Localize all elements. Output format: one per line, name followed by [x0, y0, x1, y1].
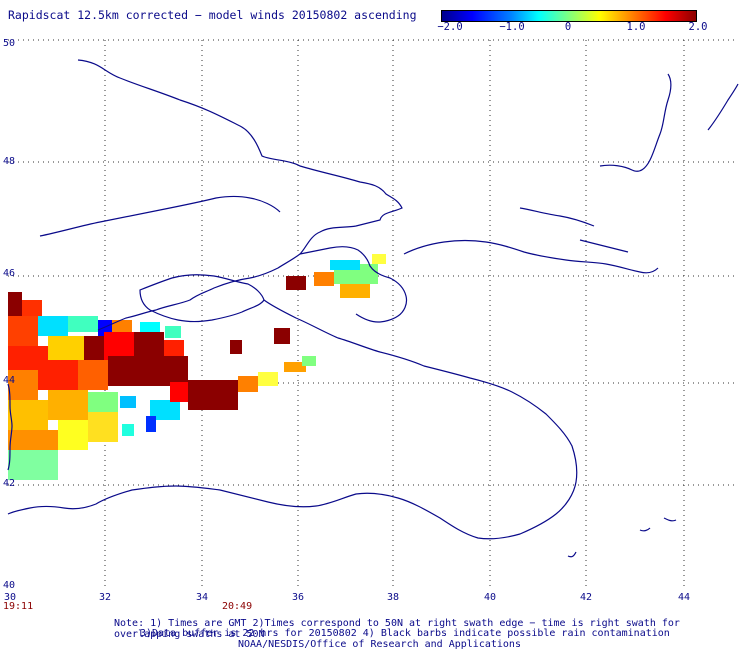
lon-label: 32 — [98, 592, 112, 603]
lon-label: 42 — [579, 592, 593, 603]
lon-label: 36 — [291, 592, 305, 603]
lat-label: 40 — [3, 580, 16, 591]
colorbar-tick-label: −1.0 — [499, 21, 525, 33]
lon-label: 38 — [386, 592, 400, 603]
colorbar — [441, 10, 697, 22]
lon-label: 34 — [195, 592, 209, 603]
wind-difference-pixels — [8, 254, 386, 480]
colorbar-tick-label: −2.0 — [437, 21, 463, 33]
colorbar-tick-label: 1.0 — [626, 21, 646, 33]
colorbar-tick-label: 2.0 — [688, 21, 708, 33]
lat-label: 44 — [3, 375, 16, 386]
lat-label: 48 — [3, 156, 16, 167]
lat-label: 46 — [3, 268, 16, 279]
lon-label: 40 — [483, 592, 497, 603]
note-line-1: Note: 1) Times are GMT 2)Times correspon… — [114, 618, 680, 640]
coastline — [7, 59, 739, 558]
start-time: 19:11 — [3, 601, 34, 612]
lon-label: 30 — [3, 592, 17, 603]
colorbar-tick-label: 0 — [564, 21, 572, 33]
grid-lines — [8, 39, 735, 590]
lon-label: 44 — [677, 592, 691, 603]
note-line-2: 3)Data buffer is 22 hrs for 20150802 4) … — [140, 628, 670, 639]
map-title: Rapidscat 12.5km corrected − model winds… — [8, 8, 417, 22]
lat-label: 42 — [3, 478, 16, 489]
lat-label: 50 — [3, 38, 16, 49]
note-line-3: NOAA/NESDIS/Office of Research and Appli… — [238, 639, 521, 650]
end-time: 20:49 — [222, 601, 253, 612]
